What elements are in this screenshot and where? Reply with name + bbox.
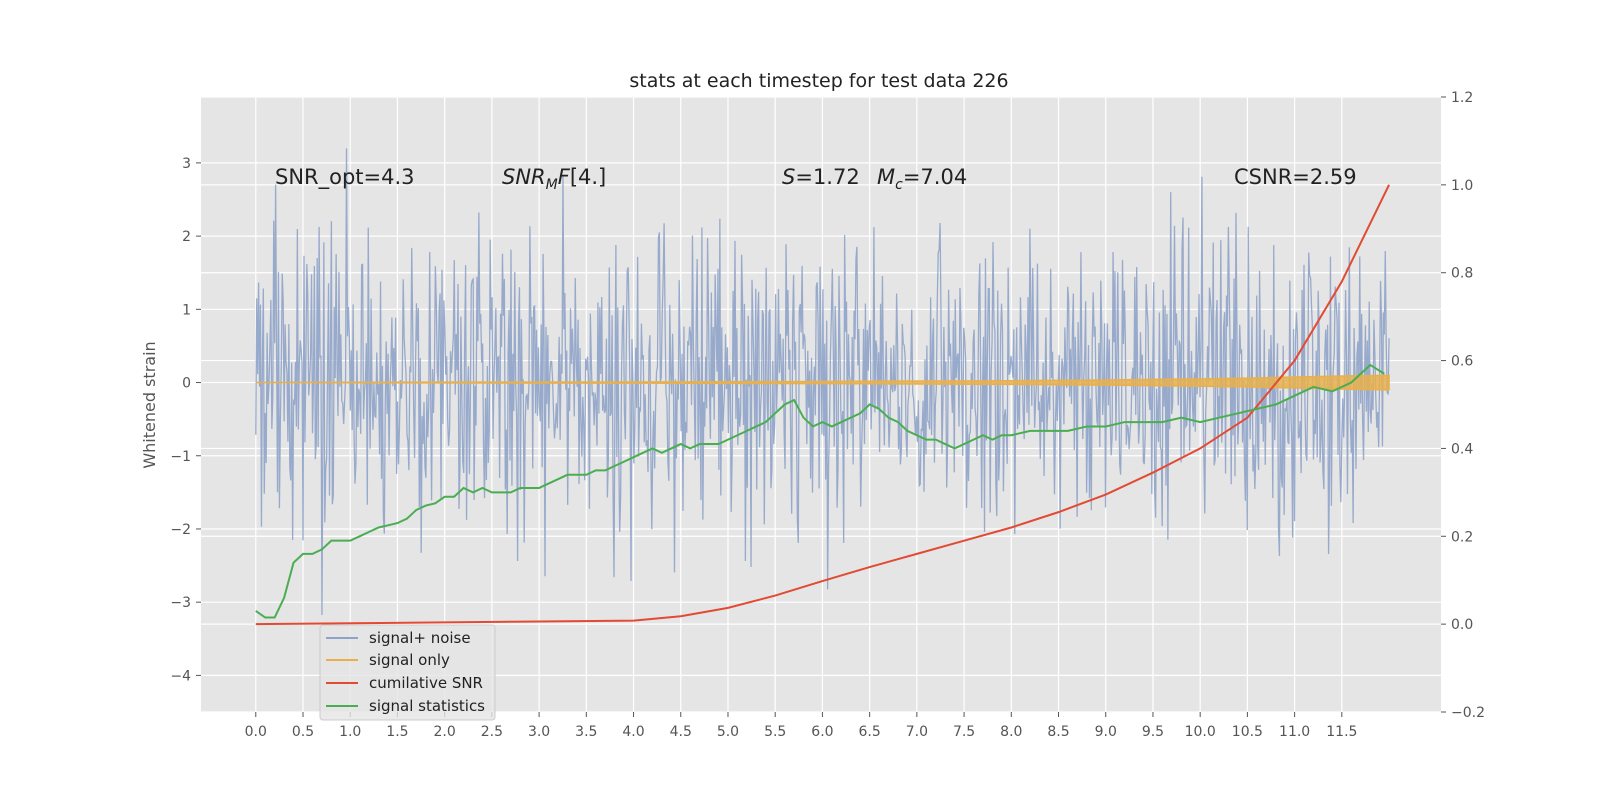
x-tick-label: 2.0 <box>434 724 456 740</box>
x-tick-label: 0.5 <box>292 724 314 740</box>
y2-tick-label: 0.6 <box>1451 354 1473 370</box>
x-tick-label: 11.5 <box>1326 724 1357 740</box>
annotation-snr-mf: SNRMF[4.] <box>502 165 606 193</box>
x-tick-label: 3.5 <box>575 724 597 740</box>
x-tick-label: 1.0 <box>339 724 361 740</box>
plot-series <box>255 148 1390 626</box>
annotation-snr-mf-value: [4.] <box>570 165 606 189</box>
legend-box <box>319 624 496 721</box>
x-tick-label: 9.0 <box>1095 724 1117 740</box>
y2-tick-label: 0.0 <box>1451 617 1473 633</box>
y-axis-label: Whitened strain <box>140 341 159 468</box>
x-tick-label: 10.5 <box>1232 724 1263 740</box>
annotation-csnr: CSNR=2.59 <box>1234 165 1357 189</box>
chart-title: stats at each timestep for test data 226 <box>629 70 1008 92</box>
y-tick-label: 0 <box>182 376 191 392</box>
x-tick-label: 8.5 <box>1047 724 1069 740</box>
x-tick-label: 5.0 <box>717 724 739 740</box>
y-tick-label: 3 <box>182 156 191 172</box>
y-tick-label: −2 <box>170 522 191 538</box>
annotation-mc-value: =7.04 <box>903 165 967 189</box>
x-tick-label: 7.5 <box>953 724 975 740</box>
x-tick-label: 2.5 <box>481 724 503 740</box>
annotation-s-value: =1.72 <box>795 165 859 189</box>
legend-label-signal-noise: signal+ noise <box>369 629 471 647</box>
x-tick-label: 6.5 <box>859 724 881 740</box>
y-axis: 3 2 1 0 −1 −2 −3 −4 <box>170 156 201 684</box>
y2-tick-label: 1.2 <box>1451 90 1473 106</box>
y2-tick-label: −0.2 <box>1451 705 1485 721</box>
series-cumulative-snr-line <box>255 184 1390 626</box>
x-tick-label: 1.5 <box>386 724 408 740</box>
x-tick-label: 8.0 <box>1000 724 1022 740</box>
series-signal-only-band <box>255 374 1390 391</box>
x-tick-label: 0.0 <box>245 724 267 740</box>
x-tick-label: 7.0 <box>906 724 928 740</box>
legend: signal+ noise signal only cumilative SNR… <box>319 624 496 721</box>
x-tick-label: 4.5 <box>670 724 692 740</box>
legend-label-signal-only: signal only <box>369 651 450 669</box>
y2-tick-label: 0.8 <box>1451 266 1473 282</box>
y-tick-label: 1 <box>182 302 191 318</box>
y-tick-label: 2 <box>182 229 191 245</box>
x-tick-label: 5.5 <box>764 724 786 740</box>
series-signal-noise-line <box>255 148 1390 615</box>
legend-label-cumulative-snr: cumilative SNR <box>369 674 483 692</box>
y2-tick-label: 1.0 <box>1451 178 1473 194</box>
x-tick-label: 6.0 <box>811 724 833 740</box>
y-tick-label: −1 <box>170 449 191 465</box>
y2-tick-label: 0.2 <box>1451 529 1473 545</box>
series-signal-statistics-line <box>255 363 1385 619</box>
y-tick-label: −3 <box>170 595 191 611</box>
annotation-mc: Mc=7.04 <box>877 165 967 193</box>
x-tick-label: 4.0 <box>622 724 644 740</box>
x-tick-label: 11.0 <box>1279 724 1310 740</box>
y-tick-label: −4 <box>170 668 191 684</box>
annotation-snr-opt: SNR_opt=4.3 <box>275 165 415 190</box>
x-axis: 0.0 0.5 1.0 1.5 2.0 2.5 3.0 3.5 4.0 4.5 5.0 5.5 6.0 6… <box>245 712 1357 740</box>
y2-tick-label: 0.4 <box>1451 441 1473 457</box>
x-tick-label: 10.0 <box>1185 724 1216 740</box>
y2-axis: 1.2 1.0 0.8 0.6 0.4 0.2 0.0 −0.2 <box>1441 90 1485 721</box>
x-tick-label: 9.5 <box>1142 724 1164 740</box>
x-tick-label: 3.0 <box>528 724 550 740</box>
legend-label-signal-statistics: signal statistics <box>369 697 485 715</box>
annotation-s: S=1.72 <box>782 165 860 189</box>
